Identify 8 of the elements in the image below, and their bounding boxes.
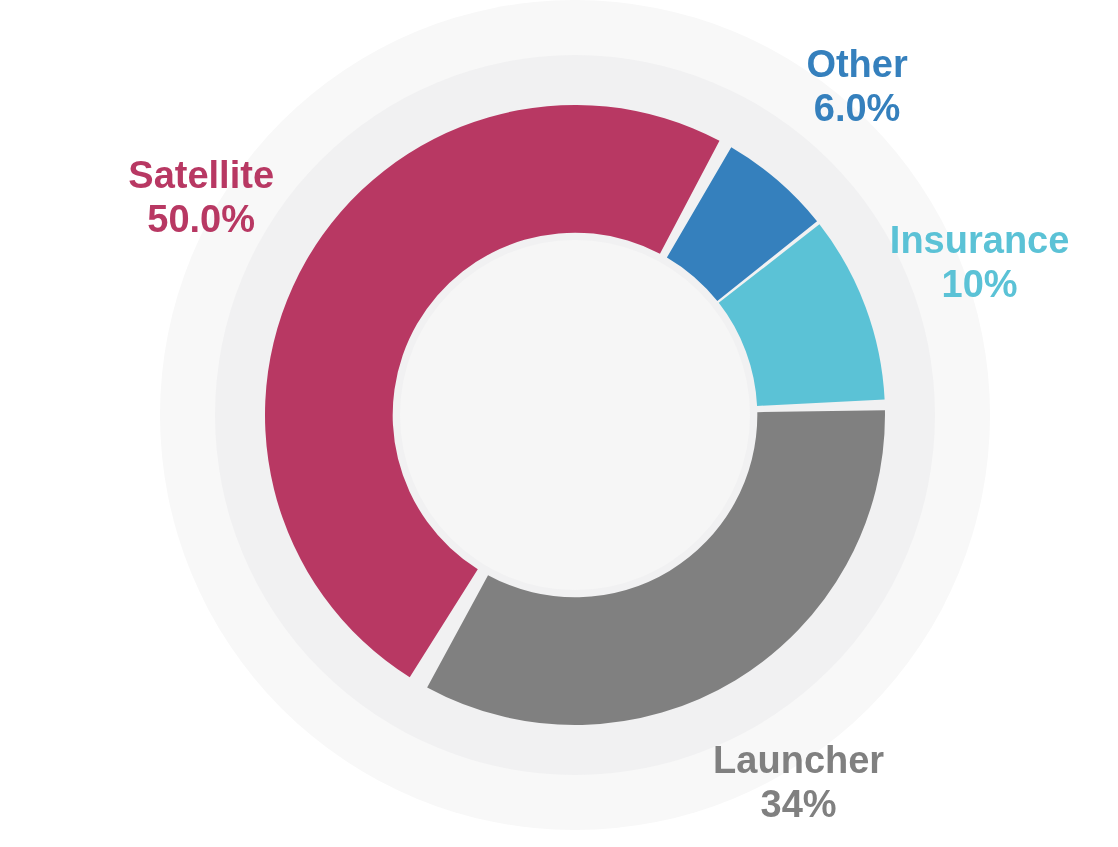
data-label: 10% [941,263,1018,306]
data-label: 34% [760,782,837,825]
slice-label: Satellite [128,153,275,196]
slice-label: Insurance [889,219,1070,262]
slice-label: Launcher [713,738,885,781]
data-label: 50.0% [147,197,256,240]
slice-label: Other [806,42,908,85]
data-label: 6.0% [813,86,901,129]
